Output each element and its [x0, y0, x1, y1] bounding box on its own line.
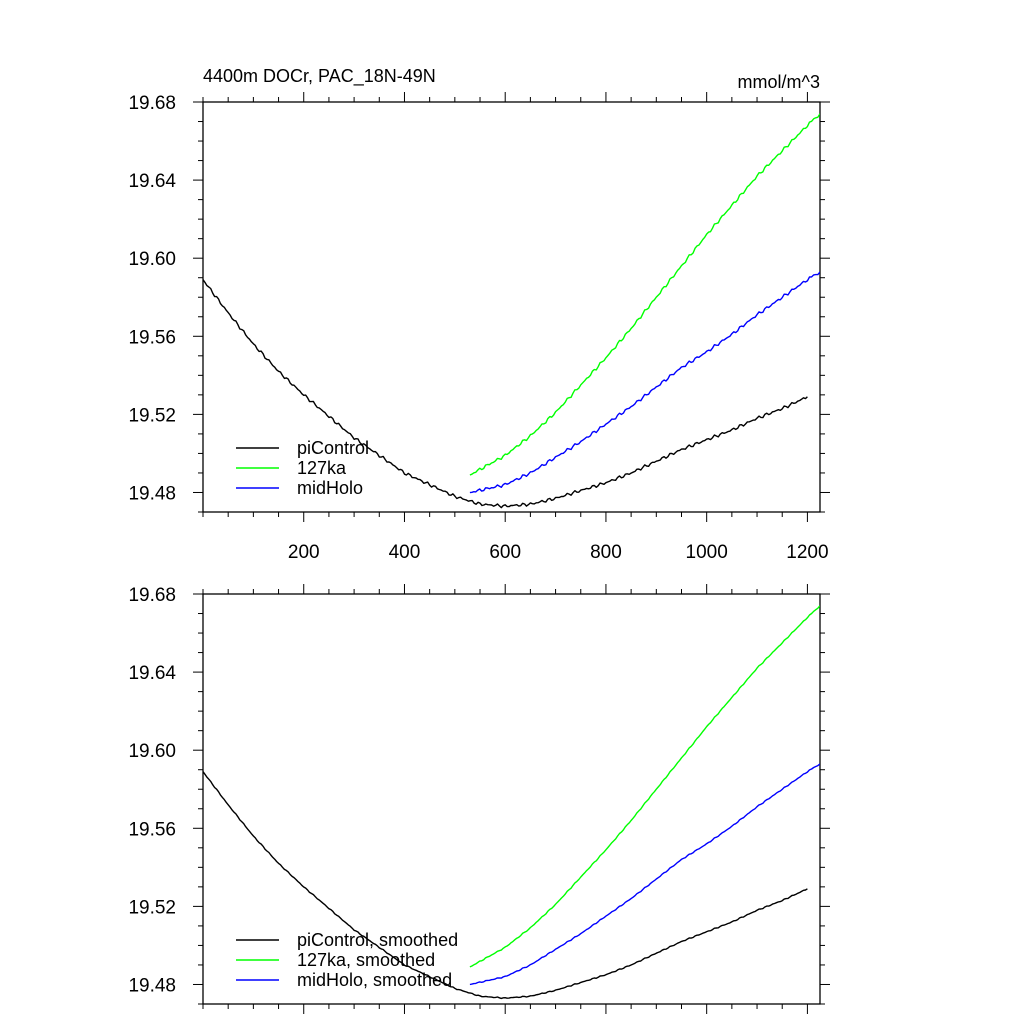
chart-1-y-tick-label: 19.48: [128, 975, 176, 996]
chart-1-legend-label-0: piControl, smoothed: [297, 930, 458, 950]
chart-1-y-tick-label: 19.68: [128, 585, 176, 606]
chart-1-plot-frame: [202, 593, 821, 1005]
chart-1-y-tick-label: 19.60: [128, 741, 176, 762]
chart-0-x-tick-label: 200: [288, 542, 320, 563]
top-panel: 19.48 19.52 19.56 19.60 19.64 19.68 200 400 600 8…: [128, 66, 830, 563]
chart-0-y-tick-label: 19.60: [128, 249, 176, 270]
chart-0-plot-area: [203, 113, 820, 509]
chart-0-plot-frame: [202, 101, 821, 513]
chart-1-y-tick-label: 19.52: [128, 897, 176, 918]
chart-0-series-1-line: [469, 113, 820, 476]
chart-0-x-tick-label: 1000: [686, 542, 728, 563]
chart-1-legend-label-1: 127ka, smoothed: [297, 950, 435, 970]
chart-0-x-tick-label: 800: [590, 542, 622, 563]
chart-0-units: mmol/m^3: [738, 72, 820, 92]
chart-0-y-tick-label: 19.52: [128, 405, 176, 426]
chart-0-y-tick-label: 19.56: [128, 327, 176, 348]
chart-1-series-1-line: [469, 605, 820, 968]
chart-1-series-2-line: [469, 763, 820, 986]
chart-0-x-tick-label: 1200: [786, 542, 828, 563]
chart-1-plot-area: [203, 605, 820, 1000]
chart-1-y-tick-label: 19.56: [128, 819, 176, 840]
chart-0-x-tick-label: 400: [389, 542, 421, 563]
chart-0-y-tick-label: 19.48: [128, 483, 176, 504]
chart-0-legend-label-1: 127ka: [297, 458, 347, 478]
chart-0-x-tick-label: 600: [489, 542, 521, 563]
chart-0-title: 4400m DOCr, PAC_18N-49N: [203, 66, 436, 87]
chart-0-series-0-line: [203, 279, 808, 509]
chart-1-legend-label-2: midHolo, smoothed: [297, 970, 452, 990]
chart-0-y-tick-label: 19.64: [128, 171, 176, 192]
chart-0-series-2-line: [469, 271, 820, 494]
bottom-panel: 19.48 19.52 19.56 19.60 19.64 19.68 piControl,…: [128, 584, 830, 1014]
chart-1-series-0-line: [203, 771, 808, 1000]
chart-0-y-tick-label: 19.68: [128, 93, 176, 114]
chart-0-legend-label-0: piControl: [297, 438, 369, 458]
chart-0-legend-label-2: midHolo: [297, 478, 363, 498]
chart-1-y-tick-label: 19.64: [128, 663, 176, 684]
